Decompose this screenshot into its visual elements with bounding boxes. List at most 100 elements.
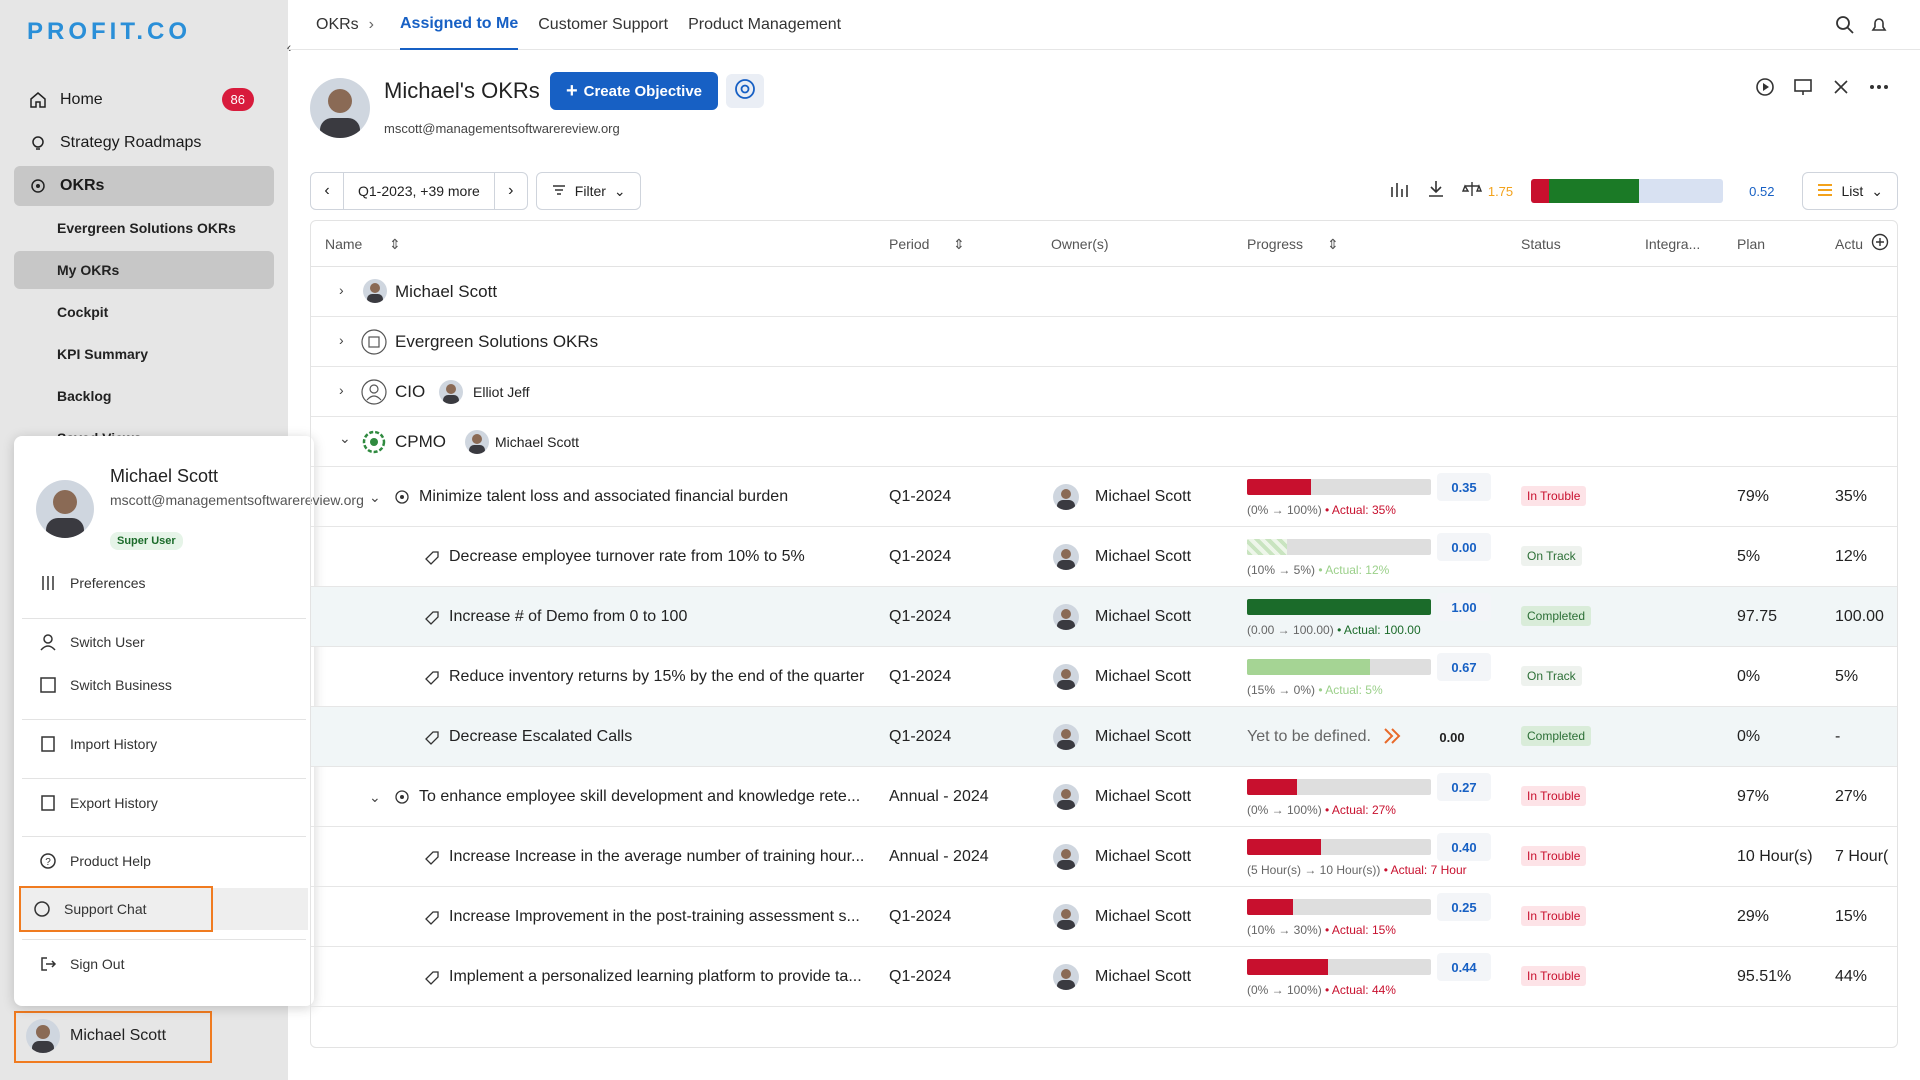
- gear-icon: [734, 78, 756, 105]
- chevron-right-icon[interactable]: ›: [339, 282, 344, 298]
- more-icon[interactable]: [1868, 76, 1890, 103]
- collapse-sidebar-icon[interactable]: ‹: [286, 39, 292, 55]
- sidebar-item-strategy-roadmaps[interactable]: Strategy Roadmaps: [14, 123, 274, 163]
- column-header-integrations[interactable]: Integra...: [1645, 236, 1701, 252]
- row-name[interactable]: Increase # of Demo from 0 to 100: [449, 608, 688, 625]
- list-icon: [1817, 182, 1833, 201]
- search-icon[interactable]: [1834, 14, 1856, 41]
- group-row[interactable]: › CIO Elliot Jeff: [311, 367, 1897, 417]
- avatar: [1053, 844, 1079, 870]
- user-profile-chip[interactable]: Michael Scott: [14, 1011, 210, 1061]
- objective-row[interactable]: ⌄ Minimize talent loss and associated fin…: [311, 467, 1897, 527]
- key-result-row[interactable]: Increase Improvement in the post-trainin…: [311, 887, 1897, 947]
- progress-value: 0.00: [1437, 533, 1491, 561]
- filter-label: Filter: [574, 183, 606, 199]
- filter-button[interactable]: Filter ⌄: [535, 172, 641, 210]
- import-history-menu-item[interactable]: Import History: [38, 729, 157, 759]
- sort-icon[interactable]: ⇕: [953, 236, 965, 252]
- sidebar-subitem-evergreen[interactable]: Evergreen Solutions OKRs: [57, 220, 236, 236]
- row-actual: 100.00: [1835, 608, 1884, 625]
- chart-icon[interactable]: [1390, 179, 1410, 204]
- column-header-period[interactable]: Period: [889, 236, 930, 252]
- view-switch-button[interactable]: List ⌄: [1802, 172, 1898, 210]
- row-name[interactable]: Decrease Escalated Calls: [449, 728, 633, 745]
- present-icon[interactable]: [1792, 76, 1814, 103]
- sidebar-subitem-cockpit[interactable]: Cockpit: [57, 304, 109, 320]
- row-name[interactable]: Reduce inventory returns by 15% by the e…: [449, 668, 865, 685]
- sidebar-subitem-my-okrs[interactable]: My OKRs: [14, 251, 274, 289]
- preferences-menu-item[interactable]: Preferences: [38, 568, 145, 598]
- row-name[interactable]: Decrease employee turnover rate from 10%…: [449, 548, 805, 565]
- product-help-menu-item[interactable]: ? Product Help: [38, 846, 151, 876]
- column-header-plan[interactable]: Plan: [1737, 236, 1766, 252]
- chevron-right-icon[interactable]: ›: [508, 182, 514, 199]
- key-result-row[interactable]: Increase # of Demo from 0 to 100 Q1-2024 M…: [311, 587, 1897, 647]
- progress-value: 0.35: [1437, 473, 1491, 501]
- tab-assigned-to-me[interactable]: Assigned to Me: [400, 0, 519, 50]
- progress-bar: [1247, 659, 1431, 675]
- divider: [22, 719, 306, 720]
- play-icon[interactable]: [1754, 76, 1776, 103]
- column-header-actual[interactable]: Actu: [1835, 236, 1864, 252]
- sign-out-menu-item[interactable]: Sign Out: [38, 949, 124, 979]
- support-chat-menu-item[interactable]: Support Chat: [20, 888, 308, 930]
- avatar: [1053, 604, 1079, 630]
- notification-badge: 86: [221, 88, 254, 111]
- import-icon: [38, 734, 58, 754]
- row-name[interactable]: To enhance employee skill development an…: [419, 788, 861, 805]
- chevron-down-icon[interactable]: ⌄: [369, 789, 381, 805]
- row-actual: -: [1835, 728, 1841, 745]
- row-name[interactable]: Increase Improvement in the post-trainin…: [449, 908, 860, 925]
- chevron-right-icon[interactable]: ›: [339, 382, 344, 398]
- tab-customer-support[interactable]: Customer Support: [538, 15, 669, 33]
- collapse-arrows-icon[interactable]: [1830, 76, 1852, 103]
- download-icon[interactable]: [1426, 179, 1446, 204]
- settings-button[interactable]: [726, 74, 764, 108]
- chevron-down-icon[interactable]: ⌄: [369, 489, 381, 505]
- key-result-row[interactable]: Decrease employee turnover rate from 10%…: [311, 527, 1897, 587]
- column-header-status[interactable]: Status: [1521, 236, 1561, 252]
- chevron-left-icon[interactable]: ‹: [324, 182, 330, 199]
- bell-icon[interactable]: [1868, 14, 1890, 41]
- period-label[interactable]: Q1-2023, +39 more: [343, 173, 495, 209]
- breadcrumb[interactable]: OKRs: [316, 15, 359, 33]
- key-result-row[interactable]: Increase Increase in the average number …: [311, 827, 1897, 887]
- objective-row[interactable]: ⌄ To enhance employee skill development a…: [311, 767, 1897, 827]
- sidebar-item-home[interactable]: Home 86: [14, 80, 274, 120]
- column-header-name[interactable]: Name: [325, 236, 363, 252]
- sidebar-subitem-backlog[interactable]: Backlog: [57, 388, 112, 404]
- sort-icon[interactable]: ⇕: [1327, 236, 1339, 252]
- chevron-down-icon[interactable]: ⌄: [339, 430, 351, 446]
- row-name[interactable]: Implement a personalized learning platfo…: [449, 968, 862, 985]
- export-history-menu-item[interactable]: Export History: [38, 788, 158, 818]
- column-header-progress[interactable]: Progress: [1247, 236, 1304, 252]
- breadcrumb-separator-icon: ›: [368, 15, 374, 33]
- sidebar-subitem-kpi-summary[interactable]: KPI Summary: [57, 346, 149, 362]
- row-name[interactable]: Increase Increase in the average number …: [449, 848, 865, 865]
- profit-logo[interactable]: PROFIT.CO: [27, 18, 192, 45]
- group-label: CIO: [395, 382, 426, 401]
- sidebar-item-okrs[interactable]: OKRs: [14, 166, 274, 206]
- add-column-icon[interactable]: [1871, 233, 1889, 254]
- group-row[interactable]: ⌄ CPMO Michael Scott: [311, 417, 1897, 467]
- group-row[interactable]: › Evergreen Solutions OKRs: [311, 317, 1897, 367]
- row-plan: 0%: [1737, 728, 1761, 745]
- progress-range-text: (5 Hour(s) → 10 Hour(s)): [1247, 863, 1381, 877]
- key-result-row[interactable]: Implement a personalized learning platfo…: [311, 947, 1897, 1007]
- row-name[interactable]: Minimize talent loss and associated fina…: [419, 488, 789, 505]
- column-header-owners[interactable]: Owner(s): [1051, 236, 1109, 252]
- group-row[interactable]: › Michael Scott: [311, 267, 1897, 317]
- balance-icon[interactable]: [1461, 179, 1482, 204]
- status-badge: In Trouble: [1521, 846, 1587, 866]
- sort-icon[interactable]: ⇕: [389, 236, 401, 252]
- key-result-icon: [423, 548, 441, 571]
- create-objective-button[interactable]: + Create Objective: [550, 72, 718, 110]
- sidebar-item-label: Home: [60, 91, 103, 108]
- key-result-row[interactable]: Decrease Escalated Calls Q1-2024 Michael S…: [311, 707, 1897, 767]
- switch-business-menu-item[interactable]: Switch Business: [38, 670, 172, 700]
- key-result-row[interactable]: Reduce inventory returns by 15% by the e…: [311, 647, 1897, 707]
- chevron-right-icon[interactable]: ›: [339, 332, 344, 348]
- row-period: Q1-2024: [889, 548, 952, 565]
- tab-product-management[interactable]: Product Management: [688, 15, 842, 33]
- switch-user-menu-item[interactable]: Switch User: [38, 627, 145, 657]
